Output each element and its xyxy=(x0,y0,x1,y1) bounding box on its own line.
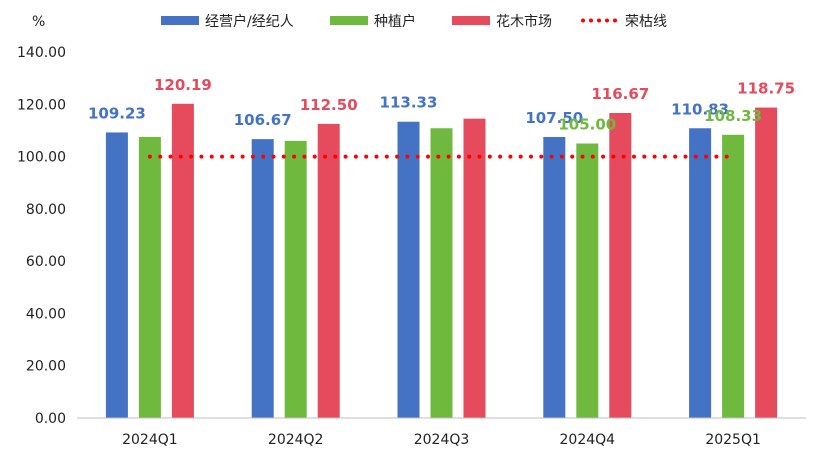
legend-swatch xyxy=(161,16,199,25)
data-label: 105.00 xyxy=(558,116,616,134)
y-axis-unit: % xyxy=(32,14,45,30)
bar xyxy=(430,128,453,418)
y-tick-label: 0.00 xyxy=(35,411,66,427)
legend: 经营户/经纪人 种植户 花木市场 荣枯线 xyxy=(161,13,667,30)
data-label: 118.75 xyxy=(737,80,795,98)
bar xyxy=(576,143,599,418)
data-label: 112.50 xyxy=(300,96,358,114)
bar xyxy=(543,136,566,418)
x-tick-label: 2024Q2 xyxy=(268,432,324,448)
x-axis-ticks: 2024Q1 2024Q2 2024Q3 2024Q4 2025Q1 xyxy=(122,432,761,448)
data-label: 110.83 xyxy=(671,100,729,118)
bar xyxy=(317,123,340,419)
x-tick-label: 2024Q4 xyxy=(560,432,616,448)
legend-label: 经营户/经纪人 xyxy=(205,13,294,30)
legend-item: 经营户/经纪人 xyxy=(161,13,294,30)
legend-label: 荣枯线 xyxy=(625,14,667,30)
legend-swatch xyxy=(330,16,368,25)
y-tick-label: 20.00 xyxy=(26,359,66,375)
y-tick-label: 100.00 xyxy=(17,150,66,166)
data-label: 107.50 xyxy=(525,109,583,127)
bar xyxy=(722,134,745,418)
y-tick-label: 120.00 xyxy=(17,97,66,113)
x-tick-label: 2024Q3 xyxy=(414,432,470,448)
data-labels: 109.23 106.67 113.33 107.50 110.83 105.00 108.… xyxy=(88,76,795,134)
x-tick-label: 2025Q1 xyxy=(705,432,761,448)
y-tick-label: 140.00 xyxy=(17,45,66,61)
bars xyxy=(105,103,778,419)
bar xyxy=(138,136,161,418)
data-label: 106.67 xyxy=(234,111,292,129)
data-label: 109.23 xyxy=(88,104,146,122)
legend-label: 种植户 xyxy=(374,13,416,30)
bar xyxy=(397,121,420,419)
bar xyxy=(284,140,307,418)
y-tick-label: 40.00 xyxy=(26,306,66,322)
data-label: 108.33 xyxy=(704,107,762,125)
bar xyxy=(609,112,632,419)
legend-label: 花木市场 xyxy=(496,13,552,30)
bar xyxy=(463,118,486,419)
legend-swatch xyxy=(452,16,490,25)
data-label: 113.33 xyxy=(380,94,438,112)
data-label: 116.67 xyxy=(591,85,649,103)
data-label: 120.19 xyxy=(154,76,212,94)
x-tick-label: 2024Q1 xyxy=(122,432,178,448)
y-tick-label: 60.00 xyxy=(26,254,66,270)
legend-item: 荣枯线 xyxy=(581,14,667,30)
bar xyxy=(755,107,778,418)
bar xyxy=(171,103,194,418)
legend-item: 种植户 xyxy=(330,13,416,30)
y-tick-label: 80.00 xyxy=(26,202,66,218)
bar xyxy=(251,139,274,418)
bar xyxy=(105,132,128,418)
legend-item: 花木市场 xyxy=(452,13,552,30)
y-axis-ticks: 0.00 20.00 40.00 60.00 80.00 100.00 120.00 140.… xyxy=(17,45,66,427)
bar xyxy=(689,128,712,418)
